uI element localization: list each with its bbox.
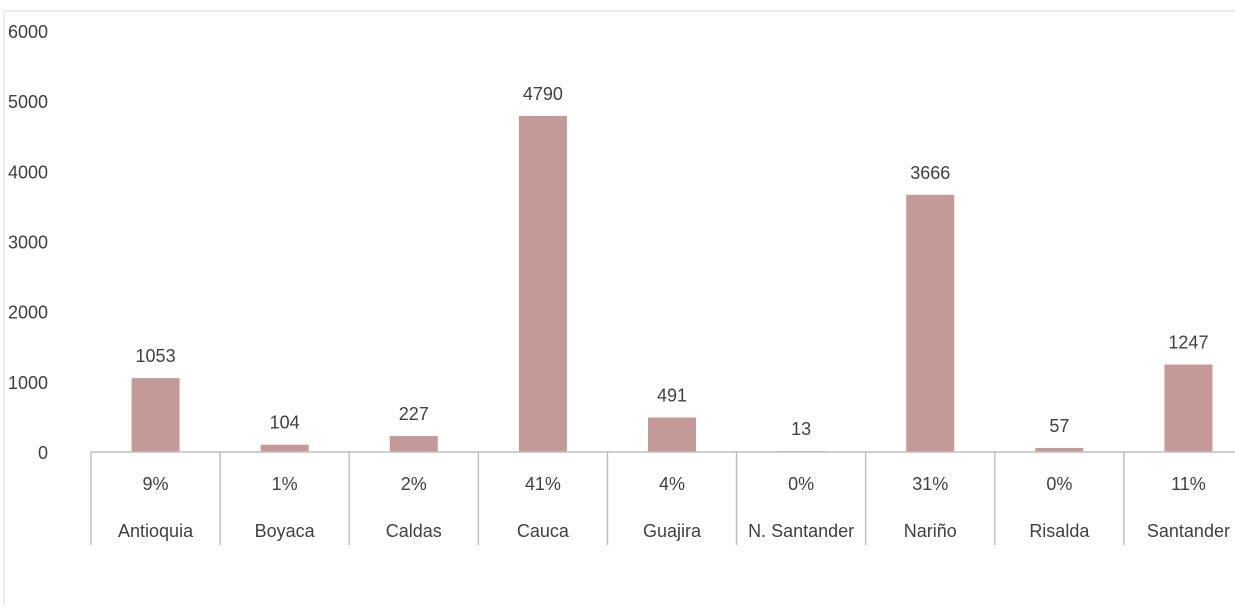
bar xyxy=(1164,364,1213,452)
y-tick-label: 3000 xyxy=(8,233,48,253)
bar xyxy=(648,417,696,452)
percent-label: 31% xyxy=(912,474,948,494)
category-label: N. Santander xyxy=(748,521,854,541)
y-tick-label: 2000 xyxy=(8,303,48,323)
category-label: Risalda xyxy=(1029,521,1090,541)
bar xyxy=(906,194,955,453)
y-tick-label: 5000 xyxy=(8,92,48,112)
percent-label: 1% xyxy=(272,474,298,494)
bar xyxy=(260,444,309,452)
category-label: Nariño xyxy=(904,521,957,541)
y-tick-label: 1000 xyxy=(8,373,48,393)
bar xyxy=(131,378,180,452)
data-label: 1053 xyxy=(136,346,176,366)
y-axis: 0 1000 2000 3000 4000 5000 6000 xyxy=(8,22,48,463)
bar xyxy=(389,436,438,452)
data-label: 1247 xyxy=(1168,333,1208,353)
y-tick-label: 4000 xyxy=(8,162,48,182)
data-label: 4790 xyxy=(523,84,563,104)
percent-label: 9% xyxy=(143,474,169,494)
data-label: 104 xyxy=(270,413,300,433)
category-label: Antioquia xyxy=(118,521,194,541)
category-label: Caldas xyxy=(386,521,442,541)
percent-label: 2% xyxy=(401,474,427,494)
x-axis: 9% Antioquia 1% Boyaca 2% Caldas 41% Cauca 4% Gua… xyxy=(90,451,1235,545)
bar xyxy=(1035,448,1084,452)
percent-label: 11% xyxy=(1171,474,1206,494)
y-tick-label: 0 xyxy=(38,443,48,463)
percent-label: 41% xyxy=(525,474,561,494)
data-label: 227 xyxy=(399,404,429,424)
data-label: 57 xyxy=(1049,416,1069,436)
bars-group: 1053 104 227 4790 491 13 3666 57 1247 xyxy=(131,84,1213,453)
y-tick-label: 6000 xyxy=(8,22,48,42)
category-label: Cauca xyxy=(517,521,570,541)
data-label: 3666 xyxy=(910,163,950,183)
category-label: Boyaca xyxy=(255,521,316,541)
percent-label: 0% xyxy=(788,474,814,494)
data-label: 13 xyxy=(791,419,811,439)
bar xyxy=(518,115,567,452)
percent-label: 4% xyxy=(659,474,685,494)
category-label: Guajira xyxy=(643,521,702,541)
percent-label: 0% xyxy=(1046,474,1072,494)
category-label: Santander xyxy=(1147,521,1230,541)
data-label: 491 xyxy=(657,386,687,406)
